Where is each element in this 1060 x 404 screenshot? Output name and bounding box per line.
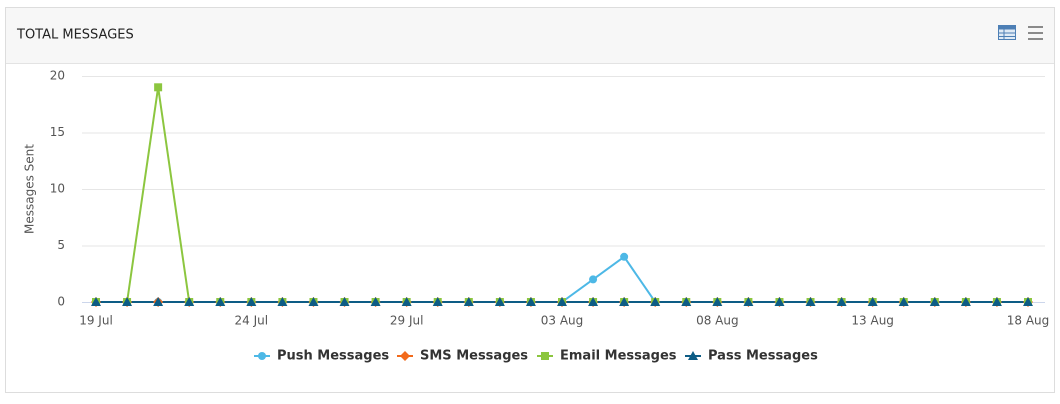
data-point bbox=[620, 252, 629, 261]
panel-title: TOTAL MESSAGES bbox=[16, 28, 134, 43]
data-point bbox=[339, 297, 350, 306]
menu-icon[interactable] bbox=[1028, 26, 1043, 40]
data-point bbox=[525, 297, 536, 306]
data-point bbox=[277, 297, 288, 306]
data-point bbox=[867, 297, 878, 306]
y-tick-label: 10 bbox=[50, 182, 65, 196]
data-point bbox=[836, 297, 847, 306]
data-point bbox=[960, 297, 971, 306]
x-tick-label: 08 Aug bbox=[696, 314, 739, 328]
data-point bbox=[1023, 297, 1033, 306]
legend-item[interactable]: Pass Messages bbox=[685, 349, 818, 364]
data-point bbox=[589, 275, 598, 284]
legend-marker bbox=[400, 351, 410, 361]
table-icon[interactable] bbox=[998, 25, 1016, 40]
data-point bbox=[588, 297, 599, 306]
y-axis-label: Messages Sent bbox=[23, 144, 37, 234]
data-point bbox=[401, 297, 412, 306]
data-point bbox=[184, 297, 195, 306]
panel-border bbox=[5, 7, 1055, 393]
legend-label: Push Messages bbox=[277, 349, 389, 364]
data-point bbox=[494, 297, 505, 306]
legend-item[interactable]: SMS Messages bbox=[397, 349, 528, 364]
data-point bbox=[712, 297, 723, 306]
data-point bbox=[432, 297, 443, 306]
x-tick-label: 29 Jul bbox=[390, 314, 424, 328]
data-point bbox=[805, 297, 816, 306]
legend-item[interactable]: Push Messages bbox=[254, 349, 389, 364]
data-point bbox=[122, 297, 133, 306]
data-point bbox=[619, 297, 630, 306]
data-point bbox=[308, 297, 319, 306]
data-point bbox=[557, 297, 567, 306]
data-point bbox=[370, 297, 381, 306]
x-tick-label: 03 Aug bbox=[541, 314, 584, 328]
y-tick-label: 20 bbox=[50, 69, 65, 83]
legend-label: SMS Messages bbox=[420, 349, 528, 364]
legend-marker bbox=[688, 351, 698, 360]
data-point bbox=[991, 297, 1002, 306]
data-point bbox=[650, 297, 661, 306]
data-point bbox=[463, 297, 474, 306]
legend-label: Email Messages bbox=[560, 349, 677, 364]
panel-header bbox=[6, 8, 1054, 63]
data-point bbox=[681, 297, 692, 306]
y-tick-label: 5 bbox=[57, 238, 65, 252]
data-point bbox=[774, 297, 785, 306]
data-point bbox=[215, 297, 226, 306]
y-tick-label: 15 bbox=[50, 125, 65, 139]
legend-marker bbox=[541, 352, 549, 360]
data-point bbox=[153, 297, 164, 306]
data-point bbox=[91, 297, 101, 306]
data-point bbox=[898, 297, 909, 306]
legend-label: Pass Messages bbox=[708, 349, 818, 364]
y-tick-label: 0 bbox=[57, 295, 65, 309]
data-point bbox=[246, 297, 257, 306]
x-tick-label: 24 Jul bbox=[235, 314, 269, 328]
data-point bbox=[929, 297, 940, 306]
x-tick-label: 13 Aug bbox=[851, 314, 894, 328]
x-tick-label: 19 Jul bbox=[79, 314, 113, 328]
data-point bbox=[154, 83, 163, 92]
legend-item[interactable]: Email Messages bbox=[537, 349, 677, 364]
data-point bbox=[743, 297, 754, 306]
x-tick-label: 18 Aug bbox=[1007, 314, 1050, 328]
legend-marker bbox=[258, 352, 266, 360]
